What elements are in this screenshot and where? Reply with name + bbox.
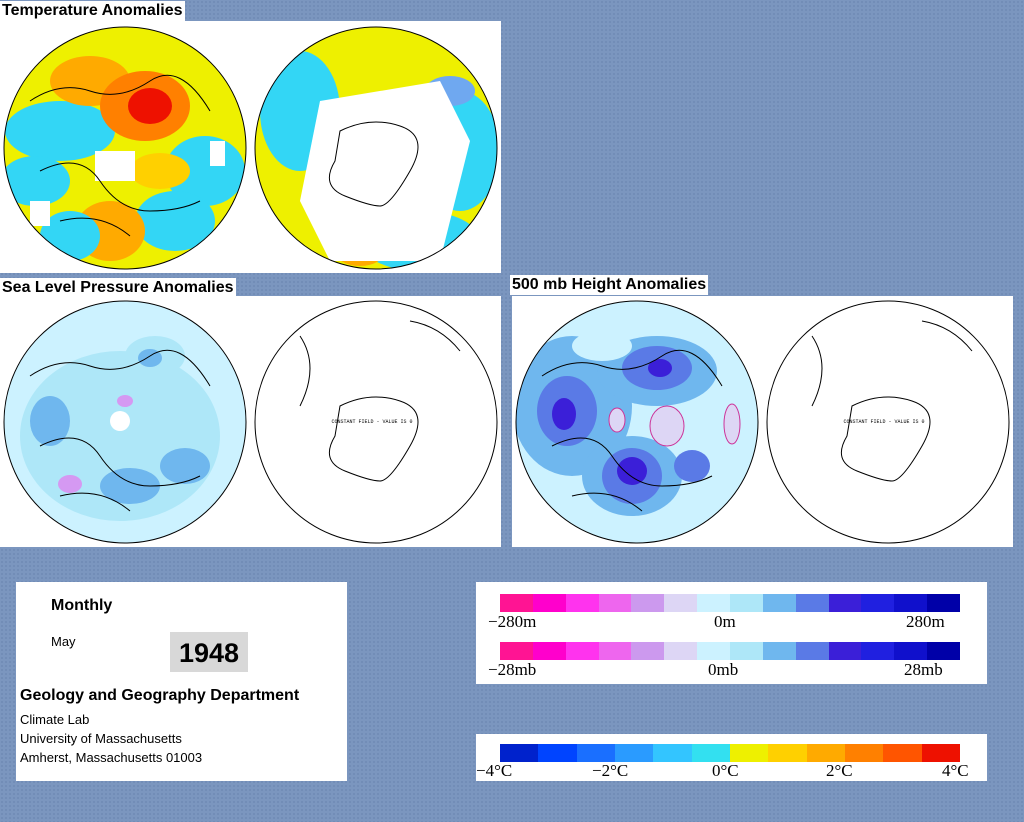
temperature-tick-2: 0°C [712,761,739,780]
temperature-colorbar-swatch [614,744,654,762]
temperature-colorbar [500,744,960,762]
pressure-colorbar-swatch [894,642,928,660]
temperature-colorbar-swatch [883,744,922,762]
height-mid-label: 0m [714,612,736,631]
department-label: Geology and Geography Department [20,687,300,704]
temperature-colorbar-swatch [576,744,615,762]
height-colorbar-swatch [795,594,829,612]
temperature-colorbar-swatch [538,744,577,762]
period-label: Monthly [51,597,113,614]
height500-constant-field-note: CONSTANT FIELD - VALUE IS 0 [843,419,924,425]
temperature-colorbar-swatch [653,744,692,762]
temperature-tick-1: −2°C [592,761,629,780]
northern-hemisphere-slp [4,301,246,543]
northern-hemisphere-temperature [4,27,246,269]
height-colorbar-swatch [664,594,698,612]
height-colorbar-swatch [500,594,533,612]
pressure-colorbar-swatch [500,642,533,660]
pressure-colorbar [500,642,961,660]
slp-map-panel: CONSTANT FIELD - VALUE IS 0 [0,296,501,547]
temperature-colorbar-swatch [691,744,730,762]
month-label: May [51,634,76,649]
southern-hemisphere-temperature [255,27,497,269]
pressure-mid-label: 0mb [708,660,739,679]
pressure-colorbar-swatch [861,642,895,660]
height-pressure-legend: −280m 0m 280m −28mb 0mb 28mb [476,582,987,684]
height500-map-panel: CONSTANT FIELD - VALUE IS 0 [512,296,1013,547]
height-colorbar-swatch [631,594,665,612]
pressure-colorbar-swatch [730,642,763,660]
temperature-colorbar-swatch [768,744,807,762]
temperature-colorbar-swatch [500,744,539,762]
temperature-anomalies-title: Temperature Anomalies [0,1,185,21]
pressure-colorbar-swatch [598,642,632,660]
temperature-map-panel [0,21,501,273]
lab-label: Climate Lab [20,712,90,727]
height-colorbar-swatch [565,594,599,612]
southern-hemisphere-height500 [766,300,1010,544]
temperature-hemisphere-maps [3,26,498,270]
height-colorbar-swatch [861,594,895,612]
temperature-tick-0: −4°C [476,761,513,780]
pressure-colorbar-swatch [565,642,599,660]
temperature-colorbar-swatch [844,744,884,762]
university-label: University of Massachusetts [20,731,182,746]
pressure-colorbar-swatch [828,642,862,660]
height500-anomalies-title: 500 mb Height Anomalies [510,275,709,295]
height-colorbar-swatch [762,594,796,612]
temperature-colorbar-swatch [729,744,769,762]
height-colorbar-swatch [927,594,961,612]
height-colorbar [500,594,961,612]
pressure-max-label: 28mb [904,660,943,679]
height-colorbar-swatch [598,594,632,612]
year-label: 1948 [170,632,248,672]
pressure-colorbar-swatch [631,642,665,660]
pressure-colorbar-swatch [762,642,796,660]
height-colorbar-swatch [532,594,566,612]
slp-anomalies-title: Sea Level Pressure Anomalies [0,278,236,298]
pressure-colorbar-swatch [795,642,829,660]
southern-hemisphere-slp [254,300,498,544]
temperature-colorbar-swatch [921,744,960,762]
temperature-tick-4: 4°C [942,761,969,780]
pressure-colorbar-swatch [532,642,566,660]
temperature-colorbar-swatch [806,744,845,762]
pressure-min-label: −28mb [488,660,537,679]
temperature-tick-3: 2°C [826,761,853,780]
height-colorbar-swatch [828,594,862,612]
height500-hemisphere-maps: CONSTANT FIELD - VALUE IS 0 [515,300,1010,544]
northern-hemisphere-height500 [516,301,758,543]
address-label: Amherst, Massachusetts 01003 [20,750,203,765]
slp-constant-field-note: CONSTANT FIELD - VALUE IS 0 [331,419,412,425]
height-colorbar-swatch [730,594,763,612]
slp-hemisphere-maps: CONSTANT FIELD - VALUE IS 0 [3,300,498,544]
pressure-colorbar-swatch [697,642,731,660]
height-min-label: −280m [488,612,537,631]
height-colorbar-swatch [697,594,731,612]
height-max-label: 280m [906,612,945,631]
pressure-colorbar-swatch [927,642,961,660]
height-colorbar-swatch [894,594,928,612]
pressure-colorbar-swatch [664,642,698,660]
info-box: Monthly May 1948 Geology and Geography D… [16,582,347,781]
temperature-legend: −4°C −2°C 0°C 2°C 4°C [476,734,987,781]
